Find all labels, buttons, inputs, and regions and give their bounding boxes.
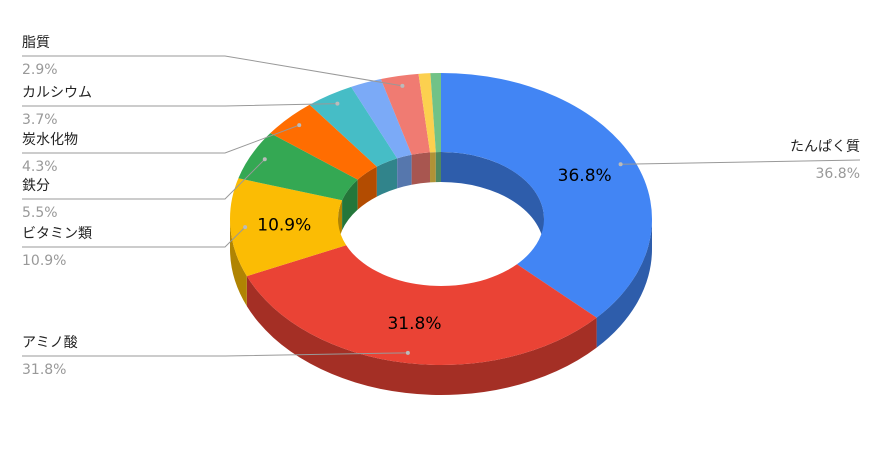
- leader-line: [22, 226, 246, 248]
- leader-dot: [262, 157, 267, 162]
- leader-line: [22, 55, 403, 87]
- slice: [380, 73, 431, 155]
- legend-value: 36.8%: [816, 166, 860, 182]
- legend-value: 5.5%: [22, 205, 58, 221]
- leader-line: [22, 158, 266, 200]
- inner-wall: [397, 154, 412, 189]
- slices: [230, 73, 653, 366]
- inner-wall: [441, 152, 544, 249]
- inner-wall: [435, 152, 441, 183]
- legend-label: 炭水化物: [22, 132, 78, 148]
- leader-line: [22, 103, 338, 107]
- slice: [270, 104, 377, 180]
- inner-wall: [376, 158, 398, 197]
- slice-side: [596, 219, 652, 348]
- legend-label: 脂質: [22, 35, 50, 51]
- leader-dot: [400, 83, 405, 88]
- slice: [418, 73, 436, 153]
- slice: [441, 73, 653, 318]
- sides: [230, 219, 652, 395]
- legend-value: 10.9%: [22, 253, 66, 269]
- slice-label: 10.9%: [257, 215, 311, 235]
- leader-dot: [335, 101, 340, 106]
- legend-value: 4.3%: [22, 159, 58, 175]
- slice: [246, 245, 597, 366]
- slice: [351, 79, 412, 159]
- legend-label: ビタミン類: [22, 226, 92, 242]
- slice: [309, 86, 398, 167]
- legend-value: 31.8%: [22, 362, 66, 378]
- legend-value: 3.7%: [22, 112, 58, 128]
- slice-label: 31.8%: [387, 314, 441, 334]
- slice-label: 36.8%: [558, 166, 612, 186]
- legend-label: 鉄分: [22, 178, 50, 194]
- leader-dot: [618, 162, 623, 167]
- inner-wall: [430, 152, 436, 183]
- legend-label: たんぱく質: [790, 139, 860, 155]
- inner-wall: [357, 166, 377, 210]
- leader-line: [620, 159, 861, 165]
- leader-dot: [405, 350, 410, 355]
- leader-dot: [297, 123, 302, 128]
- legend-label: カルシウム: [22, 85, 92, 101]
- legend-value: 2.9%: [22, 62, 58, 78]
- slice: [230, 178, 347, 277]
- leader-line: [22, 124, 300, 154]
- slice-side: [246, 276, 597, 395]
- legend-label: アミノ酸: [22, 335, 78, 351]
- slice: [430, 73, 441, 153]
- leader-dot: [243, 225, 248, 230]
- slice: [238, 133, 358, 201]
- leader-line: [22, 352, 408, 357]
- slice-side: [230, 219, 247, 307]
- inner-wall: [342, 179, 358, 231]
- inner-walls: [337, 152, 544, 249]
- inner-wall: [411, 152, 431, 185]
- labels: 36.8% たんぱく質 36.8% 31.8% アミノ酸 31.8% 10.9% ビタミン類 1…: [22, 35, 861, 378]
